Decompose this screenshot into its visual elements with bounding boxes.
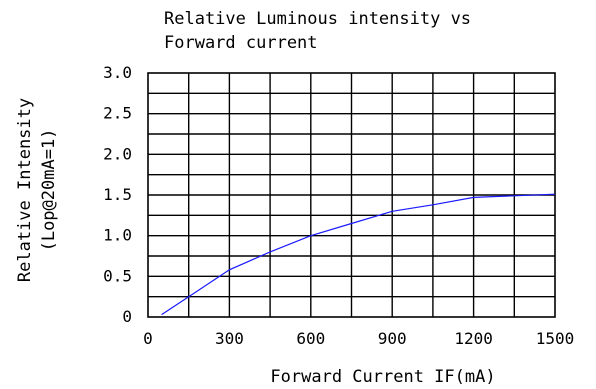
x-axis-label: Forward Current IF(mA) [270, 367, 495, 387]
y-tick-label: 2.0 [103, 144, 132, 163]
x-tick-label: 300 [215, 329, 244, 348]
y-tick-label: 2.5 [103, 104, 132, 123]
y-tick-label: 0.5 [103, 266, 132, 285]
y-tick-label: 1.0 [103, 226, 132, 245]
y-tick-label: 1.5 [103, 185, 132, 204]
y-axis-label-line-1: Relative Intensity [15, 98, 35, 282]
y-tick-label: 0 [122, 307, 132, 326]
chart-title-line-1: Relative Luminous intensity vs [164, 9, 471, 29]
y-axis-label-line-2: (Lop@20mA=1) [39, 129, 59, 252]
x-tick-label: 1200 [454, 329, 493, 348]
y-tick-label: 3.0 [103, 63, 132, 82]
data-series-group [161, 193, 556, 316]
x-tick-label: 900 [378, 329, 407, 348]
x-tick-label: 1500 [536, 329, 575, 348]
y-tick-labels: 0 0.5 1.0 1.5 2.0 2.5 3.0 [103, 63, 132, 326]
series-line [161, 193, 556, 316]
grid-group [148, 73, 555, 317]
x-tick-label: 0 [143, 329, 153, 348]
x-tick-label: 600 [296, 329, 325, 348]
plot-frame [147, 72, 556, 318]
x-tick-labels: 0 300 600 900 1200 1500 [143, 329, 574, 348]
chart-title-line-2: Forward current [164, 33, 318, 53]
